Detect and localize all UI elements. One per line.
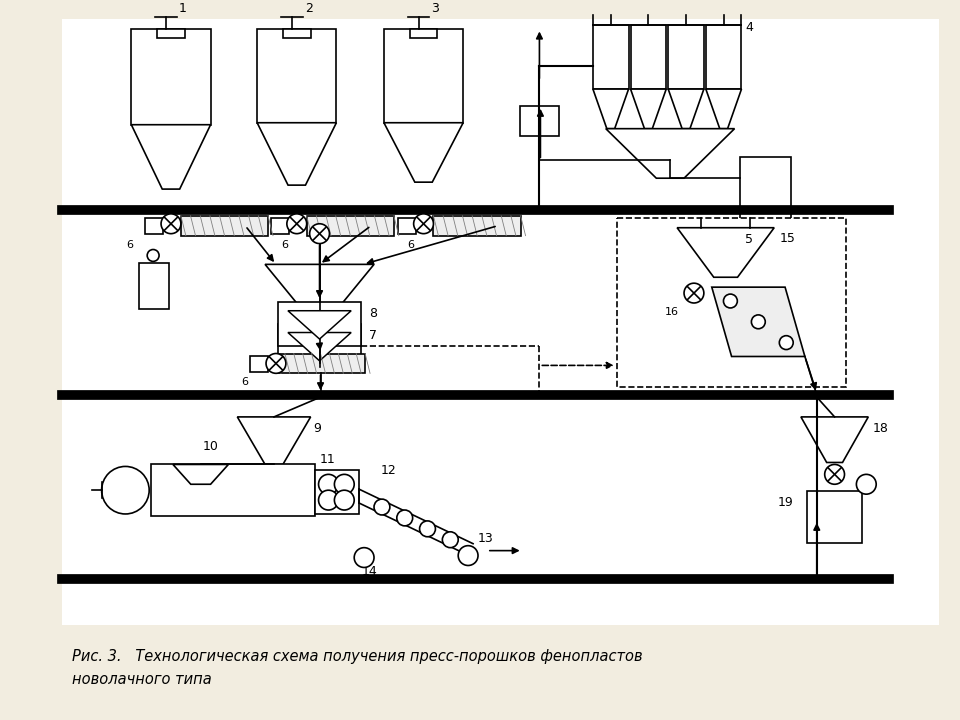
Bar (806, 491, 862, 543)
Bar (145, 218, 163, 234)
Bar (631, 24, 666, 89)
Bar (593, 24, 629, 89)
Circle shape (396, 510, 413, 526)
Text: 5: 5 (746, 233, 754, 246)
Polygon shape (265, 264, 374, 319)
Bar (132, 29, 210, 125)
Text: Рис. 3.   Технологическая схема получения пресс-порошков фенопластов: Рис. 3. Технологическая схема получения … (72, 649, 642, 664)
Bar (157, 29, 185, 37)
Polygon shape (711, 287, 804, 356)
Bar (271, 218, 289, 234)
Text: 6: 6 (408, 240, 415, 250)
Circle shape (161, 214, 180, 234)
Bar (384, 29, 463, 122)
Text: 2: 2 (304, 1, 313, 15)
Text: 11: 11 (320, 454, 335, 467)
Text: новолачного типа: новолачного типа (72, 672, 211, 688)
Text: 18: 18 (873, 422, 888, 435)
Bar (410, 29, 438, 37)
Polygon shape (237, 417, 311, 464)
Circle shape (780, 336, 793, 349)
Text: 12: 12 (381, 464, 396, 477)
Polygon shape (706, 89, 741, 129)
Polygon shape (668, 89, 704, 129)
Polygon shape (593, 89, 629, 129)
Circle shape (825, 464, 845, 485)
Text: 6: 6 (126, 240, 132, 250)
Bar (180, 216, 268, 235)
Circle shape (724, 294, 737, 308)
Circle shape (443, 532, 458, 548)
Polygon shape (257, 122, 336, 185)
Circle shape (420, 521, 436, 536)
Bar (283, 29, 311, 37)
Polygon shape (288, 311, 351, 339)
Polygon shape (384, 122, 463, 182)
Text: 6: 6 (281, 240, 288, 250)
Bar (139, 264, 169, 309)
Text: 1: 1 (179, 1, 187, 15)
Circle shape (684, 283, 704, 303)
Text: 6: 6 (241, 377, 248, 387)
Polygon shape (288, 333, 351, 361)
Circle shape (147, 250, 159, 261)
Bar (668, 24, 704, 89)
Text: 14: 14 (361, 565, 377, 578)
Text: 13: 13 (478, 532, 493, 545)
Bar (278, 302, 361, 346)
Bar (519, 106, 560, 135)
Circle shape (334, 490, 354, 510)
Circle shape (414, 214, 434, 234)
Circle shape (856, 474, 876, 494)
Bar (434, 216, 520, 235)
Bar (151, 464, 315, 516)
Text: 4: 4 (746, 21, 754, 34)
Bar (306, 216, 394, 235)
Bar (62, 19, 939, 625)
Text: 15: 15 (780, 232, 796, 245)
Text: 10: 10 (203, 440, 219, 453)
Text: 8: 8 (369, 307, 377, 320)
Polygon shape (606, 129, 734, 178)
Circle shape (752, 315, 765, 329)
Bar (739, 158, 791, 229)
Polygon shape (173, 464, 228, 485)
Text: 7: 7 (369, 329, 377, 342)
Bar (397, 218, 416, 234)
Text: 17: 17 (733, 299, 750, 312)
Circle shape (266, 354, 286, 374)
Circle shape (287, 214, 306, 234)
Circle shape (334, 474, 354, 494)
Bar (706, 24, 741, 89)
Circle shape (102, 467, 149, 514)
Circle shape (354, 548, 374, 567)
Circle shape (310, 224, 329, 243)
Bar (251, 356, 268, 372)
Bar (257, 29, 336, 122)
Circle shape (458, 546, 478, 565)
Text: 19: 19 (778, 496, 793, 509)
Bar (315, 470, 359, 514)
Polygon shape (631, 89, 666, 129)
Circle shape (374, 499, 390, 515)
Bar (278, 324, 361, 367)
Text: 16: 16 (665, 307, 679, 317)
Circle shape (319, 490, 338, 510)
Bar (276, 354, 365, 374)
Text: 3: 3 (431, 1, 440, 15)
Bar (616, 218, 847, 387)
Text: 9: 9 (314, 422, 322, 435)
Polygon shape (132, 125, 210, 189)
Polygon shape (677, 228, 774, 277)
Circle shape (319, 474, 338, 494)
Polygon shape (801, 417, 868, 462)
